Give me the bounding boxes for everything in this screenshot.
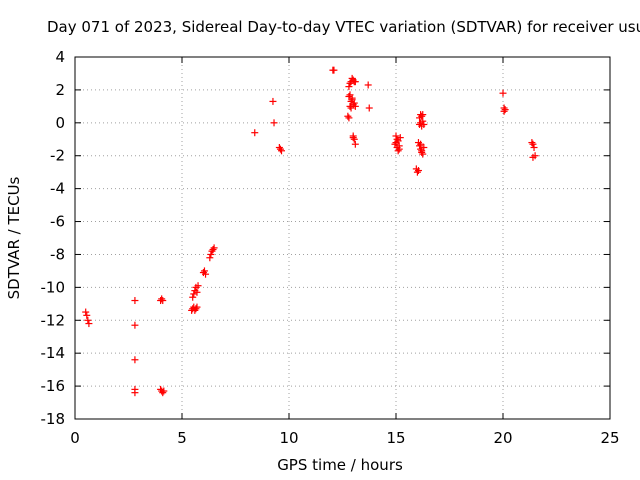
- data-point: [395, 145, 403, 153]
- data-point: [85, 320, 93, 328]
- y-tick-label: -16: [41, 377, 66, 395]
- data-point: [345, 83, 353, 91]
- data-point: [190, 290, 198, 298]
- data-point: [351, 140, 359, 148]
- x-tick-label: 20: [493, 429, 512, 447]
- data-point: [158, 295, 166, 303]
- chart-title: Day 071 of 2023, Sidereal Day-to-day VTE…: [47, 18, 640, 36]
- data-point: [501, 106, 509, 114]
- data-point: [349, 134, 357, 142]
- data-point: [251, 129, 259, 137]
- data-point: [417, 140, 425, 148]
- data-point: [159, 389, 167, 397]
- data-point: [346, 79, 354, 87]
- y-tick-label: -12: [41, 311, 66, 329]
- x-tick-label: 5: [177, 429, 187, 447]
- data-point: [207, 250, 215, 258]
- data-points: [82, 66, 539, 397]
- data-point: [392, 132, 400, 140]
- data-point: [131, 356, 139, 364]
- data-point: [206, 254, 214, 262]
- y-tick-label: 4: [55, 48, 65, 66]
- data-point: [344, 112, 352, 120]
- data-point: [418, 147, 426, 155]
- data-point: [269, 97, 277, 105]
- data-point: [418, 112, 426, 120]
- y-tick-label: -10: [41, 278, 66, 296]
- data-point: [131, 389, 139, 397]
- y-tick-label: -2: [50, 147, 65, 165]
- x-tick-label: 10: [279, 429, 298, 447]
- data-point: [200, 267, 208, 275]
- data-point: [394, 147, 402, 155]
- data-point: [330, 66, 338, 74]
- data-point: [209, 246, 217, 254]
- data-point: [159, 297, 167, 305]
- x-tick-label: 0: [70, 429, 80, 447]
- y-axis-label: SDTVAR / TECUs: [5, 176, 23, 299]
- data-point: [414, 167, 422, 175]
- data-point: [193, 288, 201, 296]
- data-point: [348, 96, 356, 104]
- tick-labels: 0 5 10 15 20 25 -18 -16 -14 -12 -10 -8 -6 -4 -2 0 2 4: [41, 48, 620, 447]
- data-point: [347, 104, 355, 112]
- data-point: [528, 139, 536, 147]
- data-point: [278, 147, 286, 155]
- data-point: [202, 270, 210, 278]
- data-point: [189, 293, 197, 301]
- x-axis-label: GPS time / hours: [277, 456, 403, 474]
- data-point: [276, 145, 284, 153]
- data-point: [194, 282, 202, 290]
- data-point: [529, 153, 537, 161]
- data-point: [499, 89, 507, 97]
- data-point: [82, 308, 90, 316]
- y-tick-label: -8: [50, 245, 65, 263]
- data-point: [84, 316, 92, 324]
- data-point: [351, 102, 359, 110]
- data-point: [345, 92, 353, 100]
- y-tick-label: 2: [55, 81, 65, 99]
- data-point: [131, 297, 139, 305]
- x-tick-label: 15: [386, 429, 405, 447]
- data-point: [419, 117, 427, 125]
- data-point: [346, 91, 354, 99]
- data-point: [420, 120, 428, 128]
- data-point: [210, 244, 218, 252]
- data-point: [351, 78, 359, 86]
- data-point: [364, 81, 372, 89]
- data-point: [529, 140, 537, 148]
- x-tick-label: 25: [600, 429, 619, 447]
- y-tick-label: 0: [55, 114, 65, 132]
- data-point: [192, 305, 200, 313]
- data-point: [419, 111, 427, 119]
- y-tick-label: -4: [50, 180, 65, 198]
- data-point: [393, 135, 401, 143]
- data-point: [270, 119, 278, 127]
- data-point: [193, 303, 201, 311]
- data-point: [131, 321, 139, 329]
- y-tick-label: -14: [41, 344, 66, 362]
- y-tick-label: -18: [41, 410, 66, 428]
- data-point: [365, 104, 373, 112]
- data-point: [350, 135, 358, 143]
- y-tick-label: -6: [50, 213, 65, 231]
- data-point: [160, 387, 168, 395]
- data-point: [500, 107, 508, 115]
- data-point: [419, 150, 427, 158]
- data-point: [345, 114, 353, 122]
- data-point: [413, 168, 421, 176]
- grid-lines: [75, 57, 610, 419]
- data-point: [530, 144, 538, 151]
- plot-frame: [74, 56, 611, 420]
- data-point: [83, 311, 91, 319]
- data-point: [394, 137, 402, 145]
- data-point: [416, 142, 424, 150]
